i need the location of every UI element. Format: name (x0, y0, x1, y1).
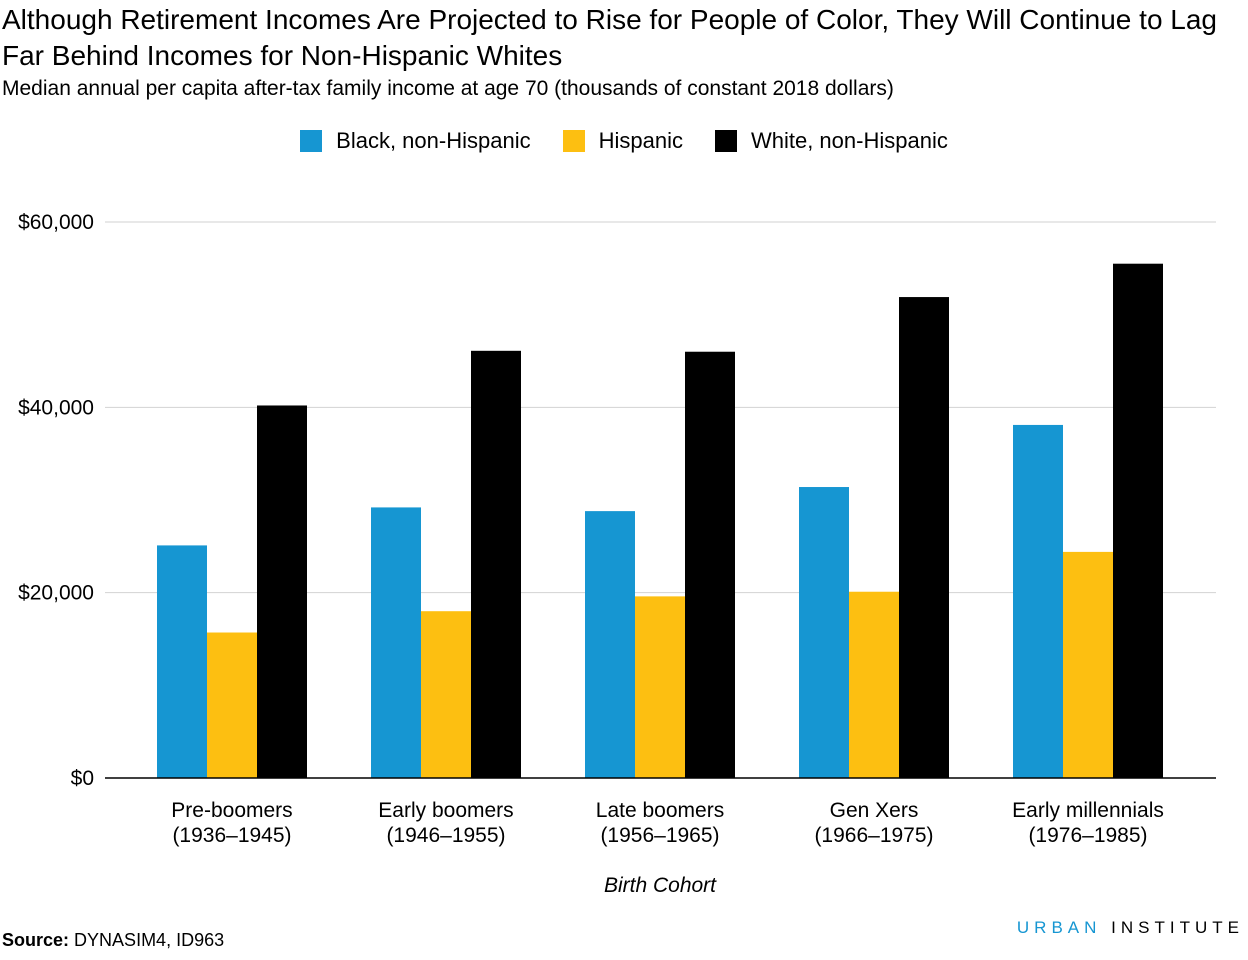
bar-black (585, 511, 635, 778)
bar-black (799, 487, 849, 778)
bar-black (157, 545, 207, 778)
bar-black (1013, 424, 1063, 778)
logo-word-institute: INSTITUTE (1111, 918, 1244, 937)
legend-item-black: Black, non-Hispanic (300, 124, 531, 158)
source-note: Source: DYNASIM4, ID963 (2, 928, 224, 952)
urban-institute-logo: URBAN INSTITUTE (1017, 916, 1244, 940)
logo-word-urban: URBAN (1016, 918, 1102, 937)
x-tick-label: Early boomers (1946–1955) (378, 799, 513, 847)
bar-hispanic (1063, 551, 1113, 778)
legend-label-hispanic: Hispanic (598, 128, 683, 153)
bar-hispanic (207, 632, 257, 778)
bar-white (685, 351, 735, 778)
bar-hispanic (849, 591, 899, 778)
bar-white (1113, 263, 1163, 778)
legend-swatch-hispanic (562, 130, 585, 152)
legend: Black, non-Hispanic Hispanic White, non-… (0, 124, 1248, 158)
bars (157, 263, 1163, 778)
bar-white (471, 350, 521, 778)
y-axis-ticks: $0 $20,000 $40,000 $60,000 (18, 211, 94, 790)
legend-swatch-white (714, 130, 737, 152)
x-tick-label: Early millennials (1976–1985) (1012, 799, 1164, 847)
chart-title: Although Retirement Incomes Are Projecte… (2, 4, 1218, 71)
y-tick-label: $60,000 (18, 211, 94, 234)
x-tick-label: Gen Xers (1966–1975) (814, 799, 933, 847)
source-label: Source: (2, 930, 70, 950)
legend-item-white: White, non-Hispanic (714, 124, 948, 158)
legend-item-hispanic: Hispanic (562, 124, 683, 158)
bar-white (257, 405, 307, 778)
y-tick-label: $0 (71, 767, 94, 790)
chart-subtitle: Median annual per capita after-tax famil… (2, 77, 894, 100)
source-text: DYNASIM4, ID963 (74, 930, 225, 950)
y-tick-label: $40,000 (18, 396, 94, 419)
bar-white (899, 297, 949, 778)
legend-label-white: White, non-Hispanic (750, 128, 948, 153)
x-axis-label: Birth Cohort (604, 874, 717, 897)
bar-hispanic (421, 611, 471, 778)
x-axis-ticks: Pre-boomers (1936–1945) Early boomers (1946… (171, 799, 1164, 847)
legend-swatch-black (300, 130, 323, 152)
bar-hispanic (635, 596, 685, 778)
y-tick-label: $20,000 (18, 582, 94, 605)
x-tick-label: Pre-boomers (1936–1945) (171, 799, 292, 847)
bar-black (371, 507, 421, 778)
x-tick-label: Late boomers (1956–1965) (596, 799, 724, 847)
legend-label-black: Black, non-Hispanic (336, 128, 531, 153)
